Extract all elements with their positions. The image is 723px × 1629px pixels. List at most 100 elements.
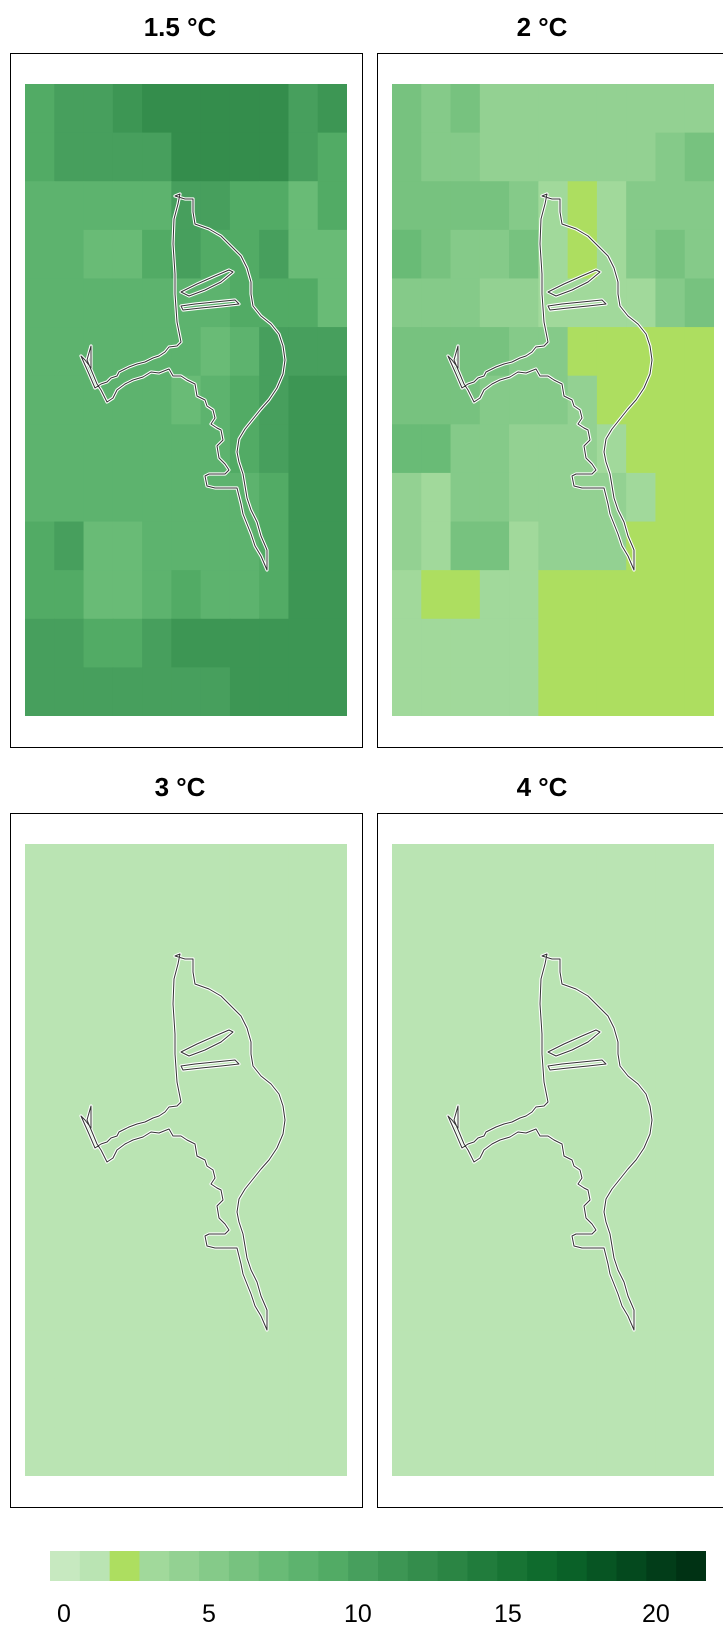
legend-color-step (407, 1551, 439, 1581)
grid-cell (54, 521, 85, 571)
grid-cell (25, 229, 55, 280)
grid-cell (655, 472, 686, 523)
grid-cell (626, 844, 657, 894)
grid-cell (421, 1184, 452, 1234)
grid-cell (684, 667, 714, 716)
grid-cell (421, 618, 452, 668)
grid-cell (567, 941, 598, 991)
grid-cell (421, 84, 452, 134)
grid-cell (54, 424, 85, 474)
grid-cell (54, 181, 85, 231)
grid-cell (509, 570, 539, 620)
grid-cell (655, 618, 686, 668)
grid-cell (317, 472, 347, 523)
grid-cell (421, 941, 452, 991)
grid-cell (421, 1281, 452, 1331)
grid-cell (626, 278, 657, 328)
grid-cell (392, 1281, 422, 1331)
grid-cell (142, 892, 172, 942)
coastline-outline (547, 1029, 607, 1071)
grid-cell (259, 229, 290, 280)
grid-cell (626, 989, 657, 1040)
grid-cell (83, 667, 114, 716)
grid-cell (655, 521, 686, 571)
grid-cell (83, 229, 114, 280)
grid-cell (259, 1378, 290, 1428)
grid-cell (229, 181, 260, 231)
grid-cell (25, 132, 55, 182)
map-grid-3 (25, 844, 347, 1476)
grid-cell (112, 1427, 143, 1476)
grid-cell (421, 424, 452, 474)
grid-cell (200, 132, 231, 182)
grid-cell (655, 132, 686, 182)
grid-cell (317, 229, 347, 280)
grid-cell (317, 941, 347, 991)
grid-cell (596, 229, 627, 280)
grid-cell (684, 1087, 714, 1137)
grid-cell (171, 892, 202, 942)
legend-color-step (467, 1551, 498, 1581)
grid-cell (200, 667, 231, 716)
grid-cell (596, 132, 627, 182)
grid-cell (200, 844, 231, 894)
grid-cell (509, 424, 539, 474)
grid-cell (479, 618, 510, 668)
grid-cell (142, 667, 172, 716)
grid-cell (567, 132, 598, 182)
grid-cell (171, 1281, 202, 1331)
grid-cell (538, 132, 569, 182)
grid-cell (479, 132, 510, 182)
grid-cell (83, 618, 114, 668)
panel-title-3: 3 °C (154, 772, 206, 802)
coastline-outline (547, 269, 607, 311)
grid-cell (112, 1184, 143, 1234)
grid-cell (171, 1184, 202, 1234)
map-panel-2 (377, 53, 723, 748)
grid-cell (655, 989, 686, 1040)
grid-cell (171, 1378, 202, 1428)
grid-cell (684, 1427, 714, 1476)
legend-tick-5: 5 (202, 1600, 216, 1628)
grid-cell (317, 1135, 347, 1185)
grid-cell (112, 132, 143, 182)
legend-color-step (527, 1551, 558, 1581)
grid-cell (288, 472, 319, 523)
grid-cell (171, 521, 202, 571)
legend-color-step (437, 1551, 469, 1581)
grid-cell (112, 892, 143, 942)
grid-cell (596, 1330, 627, 1380)
grid-cell (538, 1427, 569, 1476)
grid-cell (626, 1330, 657, 1380)
grid-cell (259, 132, 290, 182)
grid-cell (450, 1184, 481, 1234)
grid-cell (479, 1232, 510, 1283)
grid-cell (54, 1232, 85, 1283)
grid-cell (450, 892, 481, 942)
grid-cell (684, 941, 714, 991)
grid-cell (392, 1232, 422, 1283)
grid-cell (684, 892, 714, 942)
grid-cell (317, 892, 347, 942)
grid-cell (171, 132, 202, 182)
grid-cell (112, 570, 143, 620)
grid-cell (54, 327, 85, 377)
legend-color-step (79, 1551, 111, 1581)
grid-cell (567, 1330, 598, 1380)
grid-cell (567, 618, 598, 668)
grid-cell (229, 229, 260, 280)
grid-cell (596, 1087, 627, 1137)
grid-cell (25, 327, 55, 377)
grid-cell (450, 278, 481, 328)
grid-cell (83, 84, 114, 134)
grid-cell (54, 892, 85, 942)
coastline-outline (447, 953, 653, 1331)
grid-cell (142, 521, 172, 571)
grid-cell (171, 472, 202, 523)
grid-cell (317, 667, 347, 716)
grid-cell (288, 618, 319, 668)
grid-cell (259, 1184, 290, 1234)
grid-cell (509, 84, 539, 134)
grid-cell (421, 570, 452, 620)
grid-cell (479, 181, 510, 231)
